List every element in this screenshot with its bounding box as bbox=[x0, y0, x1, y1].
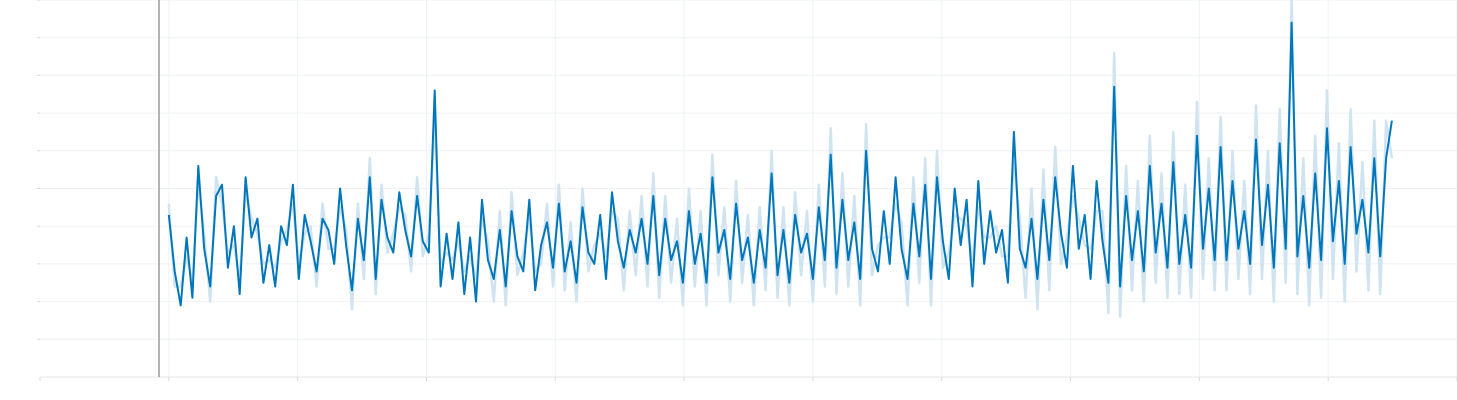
series-line bbox=[167, 21, 1393, 307]
horizontal-gridlines bbox=[40, 0, 1457, 340]
confidence-band bbox=[167, 0, 1394, 318]
y-axis-ticks bbox=[37, 0, 40, 340]
x-axis-ticks bbox=[39, 377, 1457, 381]
